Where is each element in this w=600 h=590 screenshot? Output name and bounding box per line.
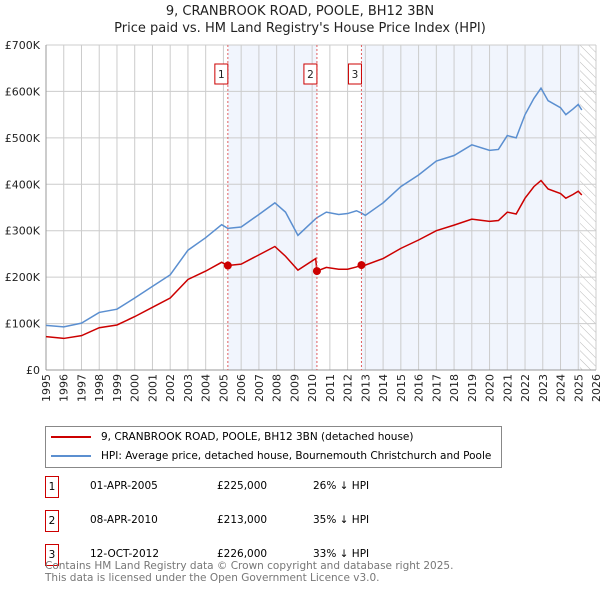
sale-point bbox=[312, 267, 321, 276]
sale-label: 3 bbox=[352, 69, 359, 81]
sale-price: £226,000 bbox=[217, 548, 268, 560]
sale-label-box bbox=[303, 63, 318, 85]
sale-label-box bbox=[214, 63, 229, 85]
sale-point bbox=[357, 261, 366, 270]
legend-item-hpi: HPI: Average price, detached house, Bour… bbox=[51, 450, 491, 462]
sale-date: 01-APR-2005 bbox=[90, 480, 158, 492]
y-tick-label: £400K bbox=[5, 178, 41, 191]
x-tick-label: 2008 bbox=[271, 374, 284, 402]
sale-hpi-diff: 33% ↓ HPI bbox=[313, 548, 370, 560]
legend-swatch-red bbox=[51, 436, 91, 438]
x-tick-label: 2025 bbox=[572, 374, 585, 402]
legend-swatch-blue bbox=[51, 455, 91, 457]
x-tick-label: 2004 bbox=[200, 374, 213, 402]
shaded-range bbox=[227, 45, 317, 370]
y-tick-label: £100K bbox=[5, 318, 41, 331]
x-tick-label: 2018 bbox=[448, 374, 461, 402]
x-tick-label: 1998 bbox=[93, 374, 106, 402]
sale-price: £213,000 bbox=[217, 514, 268, 526]
legend: 9, CRANBROOK ROAD, POOLE, BH12 3BN (deta… bbox=[45, 426, 502, 468]
shaded-range bbox=[361, 45, 581, 370]
x-tick-label: 2003 bbox=[182, 374, 195, 402]
sale-price: £225,000 bbox=[217, 480, 268, 492]
x-tick-label: 2023 bbox=[537, 374, 550, 402]
x-tick-label: 2011 bbox=[324, 374, 337, 402]
forecast-hatch bbox=[580, 45, 596, 370]
x-tick-label: 2009 bbox=[288, 374, 301, 402]
x-tick-label: 2016 bbox=[413, 374, 426, 402]
chart-subtitle: Price paid vs. HM Land Registry's House … bbox=[114, 21, 486, 36]
legend-label: HPI: Average price, detached house, Bour… bbox=[101, 450, 492, 462]
x-tick-label: 2020 bbox=[484, 374, 497, 402]
sale-label: 1 bbox=[218, 69, 225, 81]
x-tick-label: 2010 bbox=[306, 374, 319, 402]
x-tick-label: 1996 bbox=[58, 374, 71, 402]
sale-row: 3 12-OCT-2012 £226,000 33% ↓ HPI bbox=[45, 544, 545, 566]
x-tick-label: 2000 bbox=[129, 374, 142, 402]
legend-label: 9, CRANBROOK ROAD, POOLE, BH12 3BN (deta… bbox=[101, 431, 414, 443]
sale-point bbox=[223, 261, 232, 270]
legend-item-property: 9, CRANBROOK ROAD, POOLE, BH12 3BN (deta… bbox=[51, 431, 413, 443]
y-tick-label: £200K bbox=[5, 271, 41, 284]
sale-number: 1 bbox=[45, 476, 59, 498]
sale-date: 12-OCT-2012 bbox=[90, 548, 159, 560]
y-tick-label: £600K bbox=[5, 85, 41, 98]
x-tick-label: 2015 bbox=[395, 374, 408, 402]
x-tick-label: 2019 bbox=[466, 374, 479, 402]
x-tick-label: 2001 bbox=[146, 374, 159, 402]
property-price-line bbox=[45, 179, 583, 340]
x-tick-label: 2006 bbox=[235, 374, 248, 402]
sale-hpi-diff: 35% ↓ HPI bbox=[313, 514, 370, 526]
sale-number: 2 bbox=[45, 510, 59, 532]
chart-title: 9, CRANBROOK ROAD, POOLE, BH12 3BN bbox=[165, 4, 435, 19]
x-tick-label: 2002 bbox=[164, 374, 177, 402]
x-tick-label: 2021 bbox=[501, 374, 514, 402]
sale-date: 08-APR-2010 bbox=[90, 514, 158, 526]
x-tick-label: 1999 bbox=[111, 374, 124, 402]
x-tick-label: 1997 bbox=[75, 374, 88, 402]
x-tick-label: 2012 bbox=[342, 374, 355, 402]
x-tick-label: 1995 bbox=[40, 374, 53, 402]
x-tick-label: 2007 bbox=[253, 374, 266, 402]
x-tick-label: 2026 bbox=[590, 374, 600, 402]
y-tick-label: £300K bbox=[5, 225, 41, 238]
sale-label-box bbox=[347, 63, 362, 85]
y-tick-label: £700K bbox=[5, 39, 41, 52]
sale-number: 3 bbox=[45, 544, 59, 566]
plot-area: 1 2 3 1995 1996 1997 1998 1999 2000 2001 2002 2003 2… bbox=[5, 39, 600, 402]
footer-copyright: Contains HM Land Registry data © Crown c… bbox=[45, 560, 454, 572]
x-tick-label: 2005 bbox=[217, 374, 230, 402]
x-tick-label: 2017 bbox=[430, 374, 443, 402]
sale-hpi-diff: 26% ↓ HPI bbox=[313, 480, 370, 492]
sale-label: 2 bbox=[307, 69, 314, 81]
sale-row: 1 01-APR-2005 £225,000 26% ↓ HPI bbox=[45, 476, 545, 498]
x-tick-label: 2022 bbox=[519, 374, 532, 402]
x-tick-label: 2013 bbox=[359, 374, 372, 402]
hpi-line bbox=[45, 86, 583, 328]
y-tick-label: £0 bbox=[26, 364, 40, 377]
y-tick-label: £500K bbox=[5, 132, 41, 145]
footer-licence: This data is licensed under the Open Gov… bbox=[45, 572, 380, 584]
x-tick-label: 2014 bbox=[377, 374, 390, 402]
sale-row: 2 08-APR-2010 £213,000 35% ↓ HPI bbox=[45, 510, 545, 532]
x-tick-label: 2024 bbox=[555, 374, 568, 402]
